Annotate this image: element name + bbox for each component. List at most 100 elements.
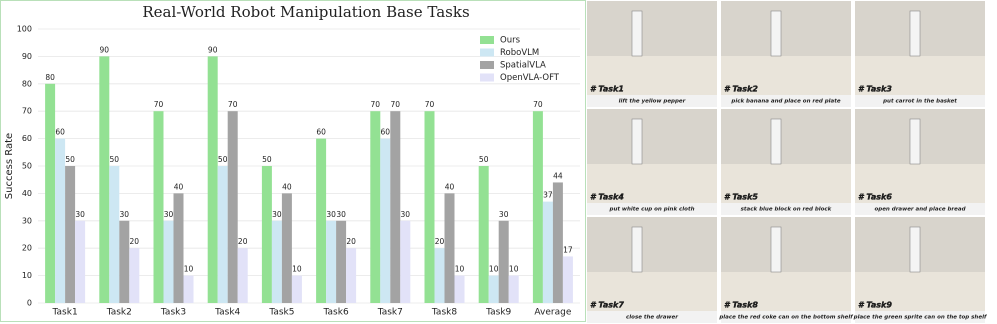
value-label: 30	[75, 210, 85, 219]
table-surface	[587, 272, 717, 311]
x-tick-label: Task2	[106, 308, 132, 318]
robot-arm	[770, 226, 782, 273]
caption-strip	[855, 95, 985, 107]
panel-caption: stack blue block on red block	[741, 207, 832, 213]
legend-label: OpenVLA-OFT	[500, 73, 560, 83]
bar	[55, 138, 66, 303]
chart-title: Real-World Robot Manipulation Base Tasks	[142, 3, 469, 21]
value-label: 60	[316, 128, 326, 137]
value-label: 10	[184, 265, 194, 274]
value-label: 10	[509, 265, 519, 274]
panel-tag: # Task2	[724, 85, 758, 94]
panel-caption: open drawer and place bread	[874, 207, 965, 213]
value-label: 37	[543, 191, 553, 200]
value-label: 30	[326, 210, 336, 219]
y-tick-label: 60	[22, 134, 32, 143]
robot-arm	[631, 226, 643, 273]
robot-arm	[909, 10, 921, 57]
bar	[271, 220, 282, 303]
bar	[434, 248, 445, 303]
bar	[109, 166, 120, 303]
bar	[45, 83, 56, 303]
value-label: 40	[282, 182, 292, 191]
value-label: 30	[401, 210, 411, 219]
bar	[424, 111, 435, 303]
table-surface	[721, 272, 851, 311]
table-surface	[721, 56, 851, 95]
x-tick-label: Task4	[214, 308, 240, 318]
x-tick-label: Task5	[268, 308, 294, 318]
value-label: 90	[208, 45, 218, 54]
bar	[562, 256, 573, 303]
panel-tag: # Task3	[858, 85, 892, 94]
value-label: 50	[218, 155, 228, 164]
value-label: 30	[120, 210, 130, 219]
value-label: 50	[479, 155, 489, 164]
robot-arm	[631, 10, 643, 57]
legend-swatch	[480, 36, 494, 44]
panel-caption: put carrot in the basket	[882, 99, 957, 105]
bar	[153, 111, 164, 303]
x-tick-label: Task3	[160, 308, 186, 318]
value-label: 90	[100, 45, 110, 54]
table-surface	[587, 56, 717, 95]
caption-strip	[587, 311, 717, 323]
table-surface	[855, 56, 985, 95]
x-tick-label: Task1	[52, 308, 78, 318]
panel-caption: lift the yellow pepper	[619, 99, 686, 105]
robot-arm	[770, 10, 782, 57]
panel-tag: # Task1	[590, 85, 624, 94]
bar	[99, 56, 110, 304]
table-surface	[587, 164, 717, 203]
bar	[336, 220, 347, 303]
bar	[390, 111, 401, 303]
bar	[498, 220, 509, 303]
value-label: 20	[435, 237, 445, 246]
legend-swatch	[480, 61, 494, 69]
robot-arm	[770, 118, 782, 165]
panel-tag: # Task4	[590, 193, 624, 202]
value-label: 30	[336, 210, 346, 219]
y-tick-label: 10	[22, 271, 32, 280]
x-tick-label: Task7	[377, 308, 403, 318]
y-tick-label: 80	[22, 79, 32, 88]
bar	[380, 138, 391, 303]
bar	[454, 275, 465, 303]
bar	[370, 111, 381, 303]
panel-caption: place the red coke can on the bottom she…	[718, 315, 853, 321]
bar	[119, 220, 130, 303]
panel-caption: place the green sprite can on the top sh…	[853, 315, 987, 321]
y-tick-label: 50	[22, 162, 32, 171]
caption-strip	[587, 203, 717, 215]
bar	[326, 220, 337, 303]
value-label: 50	[65, 155, 75, 164]
bar	[75, 220, 86, 303]
value-label: 20	[238, 237, 248, 246]
table-surface	[721, 164, 851, 203]
value-label: 30	[272, 210, 282, 219]
x-tick-label: Task6	[323, 308, 349, 318]
panel-tag: # Task8	[724, 301, 758, 310]
value-label: 20	[346, 237, 356, 246]
panel-tag: # Task5	[724, 193, 758, 202]
caption-strip	[855, 311, 985, 323]
robot-arm	[631, 118, 643, 165]
bar	[65, 166, 76, 303]
y-tick-label: 30	[22, 216, 32, 225]
x-tick-label: Task8	[431, 308, 457, 318]
value-label: 30	[164, 210, 174, 219]
value-label: 70	[425, 100, 435, 109]
legend-swatch	[480, 73, 494, 82]
y-tick-label: 0	[27, 299, 32, 308]
value-label: 70	[371, 100, 381, 109]
legend-swatch	[480, 48, 494, 57]
value-label: 70	[228, 100, 238, 109]
value-label: 20	[130, 237, 140, 246]
panel-caption: close the drawer	[626, 315, 678, 321]
bar	[346, 248, 357, 303]
value-label: 70	[391, 100, 401, 109]
bar	[173, 193, 184, 303]
x-tick-label: Average	[534, 308, 571, 318]
bar	[227, 111, 238, 303]
